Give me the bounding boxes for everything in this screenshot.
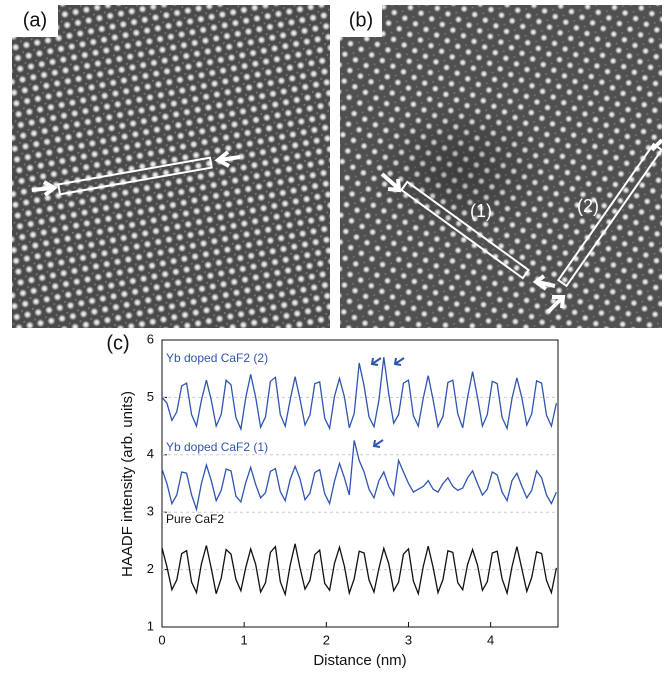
arrow: [546, 295, 566, 314]
y-tick-label: 1: [147, 618, 154, 633]
y-axis-title: HAADF intensity (arb. units): [119, 391, 136, 577]
y-tick-label: 6: [147, 331, 154, 346]
x-tick-label: 2: [323, 632, 330, 647]
x-tick-label: 4: [487, 632, 494, 647]
series-label: Yb doped CaF2 (1): [166, 440, 268, 454]
arrow: [393, 357, 405, 366]
annotation: (2): [577, 196, 599, 216]
shading: [370, 100, 550, 240]
panel-b: (b) (1) (2): [340, 5, 664, 328]
series-label: Pure CaF2: [166, 512, 224, 526]
panel-label: (a): [23, 9, 47, 31]
y-tick-label: 5: [147, 389, 154, 404]
arrow: [532, 274, 556, 291]
x-tick-label: 3: [405, 632, 412, 647]
arrow: [31, 180, 58, 197]
label-box: [340, 5, 382, 37]
arrow: [372, 439, 384, 448]
arrow: [650, 138, 664, 152]
annotation: (1): [470, 201, 492, 221]
panel-label: (c): [106, 332, 129, 354]
series-line: [161, 543, 558, 597]
panel-label: (b): [349, 9, 373, 31]
arrow: [370, 357, 382, 366]
panel-a: (a): [12, 5, 330, 328]
y-tick-label: 3: [147, 504, 154, 519]
arrow: [214, 150, 241, 168]
micrograph: [12, 5, 330, 328]
series-line: [161, 440, 557, 512]
label-box: [12, 5, 58, 37]
x-axis-title: Distance (nm): [313, 652, 406, 669]
scan-box: [399, 180, 531, 280]
y-tick-label: 4: [147, 446, 154, 461]
series-label: Yb doped CaF2 (2): [166, 351, 268, 365]
x-tick-label: 1: [241, 632, 248, 647]
arrow: [380, 172, 402, 193]
x-tick-label: 0: [158, 632, 165, 647]
scan-box: [57, 156, 213, 196]
plot-frame: [161, 339, 559, 628]
y-tick-label: 2: [147, 561, 154, 576]
series-line: [161, 357, 558, 432]
